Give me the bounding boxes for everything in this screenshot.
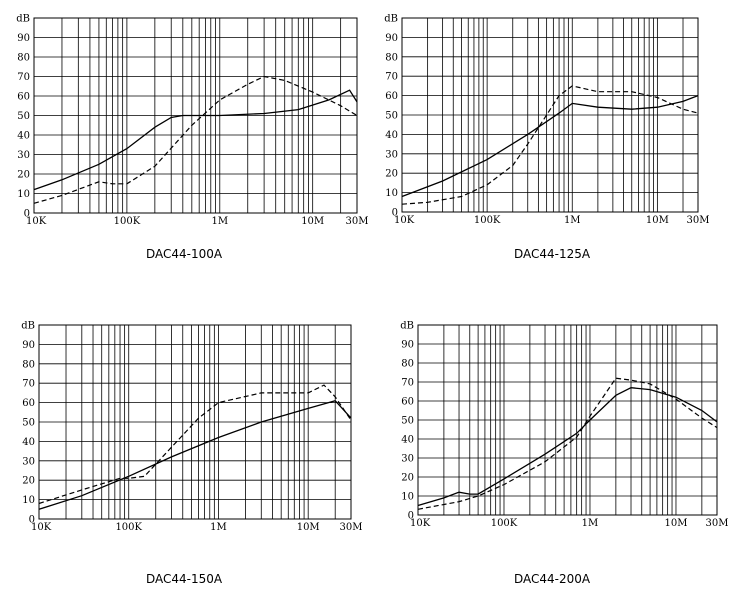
y-tick-label: 70 — [22, 379, 35, 390]
x-tick-label: 10K — [410, 518, 431, 529]
y-tick-label: 20 — [22, 476, 35, 487]
chart-panel-dac44-100a: 0 10 20 30 40 50 60 70 80 90 dB 10K 100K 1M 10M 30M DAC… — [0, 0, 368, 300]
y-tick-label: 80 — [22, 359, 35, 370]
y-tick-label: 0 — [29, 515, 35, 526]
x-tick-label: 10M — [301, 216, 324, 227]
y-axis-label: dB — [400, 321, 414, 332]
x-tick-label: 100K — [474, 215, 501, 226]
y-tick-label: 10 — [22, 495, 35, 506]
series-line-dashed — [401, 85, 699, 205]
x-tick-label: 1M — [564, 215, 581, 226]
y-tick-label: 0 — [24, 209, 30, 220]
y-tick-label: 20 — [385, 169, 398, 180]
y-tick-label: 80 — [401, 359, 414, 370]
series-line-dashed — [38, 384, 352, 505]
series-line-solid — [401, 94, 699, 198]
y-tick-label: 50 — [401, 416, 414, 427]
chart-svg-dac44-150a: 0 10 20 30 40 50 60 70 80 90 dB 10K 100K 1M 10M 30M — [21, 321, 363, 534]
series-line-dashed — [417, 377, 718, 510]
chart-panel-dac44-150a: 0 10 20 30 40 50 60 70 80 90 dB 10K 100K 1M 10M 30M DAC… — [0, 299, 368, 599]
y-tick-label: 30 — [385, 149, 398, 160]
chart-svg-dac44-125a: 0 10 20 30 40 50 60 70 80 90 dB 10K 100K 1M 10M 30M — [384, 14, 710, 227]
y-tick-label: 40 — [401, 435, 414, 446]
series-line-solid — [33, 89, 358, 191]
x-tick-label: 100K — [491, 518, 518, 529]
x-tick-label: 30M — [687, 215, 710, 226]
chart-panel-dac44-200a: 0 10 20 30 40 50 60 70 80 90 dB 10K 100K 1M 10M 30M DAC… — [368, 299, 736, 599]
y-tick-label: 90 — [22, 340, 35, 351]
y-tick-label: 30 — [17, 150, 30, 161]
y-tick-label: 20 — [17, 170, 30, 181]
y-tick-label: 20 — [401, 473, 414, 484]
y-tick-label: 90 — [385, 33, 398, 44]
y-tick-label: 30 — [22, 456, 35, 467]
y-tick-label: 0 — [408, 511, 414, 522]
x-tick-label: 10K — [26, 216, 47, 227]
y-tick-label: 80 — [385, 52, 398, 63]
plot-frame — [33, 17, 358, 214]
series-line-solid — [38, 399, 352, 510]
chart-svg-dac44-100a: 0 10 20 30 40 50 60 70 80 90 dB 10K 100K 1M 10M 30M — [16, 14, 369, 228]
y-tick-label: 40 — [17, 131, 30, 142]
y-axis-label: dB — [384, 14, 398, 25]
series-line-solid — [417, 387, 718, 507]
x-tick-label: 100K — [114, 216, 141, 227]
x-tick-label: 30M — [346, 216, 369, 227]
y-tick-label: 10 — [385, 188, 398, 199]
chart-caption: DAC44-200A — [513, 572, 591, 586]
y-tick-label: 60 — [385, 91, 398, 102]
y-tick-label: 70 — [17, 72, 30, 83]
x-tick-label: 100K — [115, 522, 142, 533]
y-tick-label: 30 — [401, 454, 414, 465]
chart-caption: DAC44-125A — [513, 247, 591, 261]
y-tick-label: 60 — [17, 92, 30, 103]
chart-svg-dac44-200a: 0 10 20 30 40 50 60 70 80 90 dB 10K 100K 1M 10M 30M — [400, 321, 729, 530]
x-tick-label: 30M — [706, 518, 729, 529]
y-tick-label: 70 — [401, 378, 414, 389]
y-tick-label: 50 — [22, 418, 35, 429]
y-tick-label: 50 — [385, 111, 398, 122]
y-axis-label: dB — [16, 14, 30, 25]
x-tick-label: 10K — [394, 215, 415, 226]
y-tick-label: 80 — [17, 53, 30, 64]
chart-caption: DAC44-100A — [145, 247, 223, 261]
y-tick-label: 10 — [401, 492, 414, 503]
plot-frame — [38, 324, 352, 520]
series-line-dashed — [33, 75, 358, 204]
y-tick-label: 0 — [392, 208, 398, 219]
y-tick-label: 60 — [401, 397, 414, 408]
x-tick-label: 10M — [646, 215, 669, 226]
y-tick-label: 40 — [22, 437, 35, 448]
y-tick-label: 40 — [385, 130, 398, 141]
x-tick-label: 10K — [31, 522, 52, 533]
x-tick-label: 30M — [340, 522, 363, 533]
plot-frame — [401, 17, 699, 213]
x-tick-label: 10M — [297, 522, 320, 533]
plot-frame — [417, 324, 718, 516]
y-tick-label: 10 — [17, 189, 30, 200]
y-tick-label: 90 — [17, 33, 30, 44]
x-tick-label: 1M — [211, 216, 228, 227]
x-tick-label: 10M — [664, 518, 687, 529]
y-tick-label: 90 — [401, 340, 414, 351]
x-tick-label: 1M — [210, 522, 227, 533]
y-tick-label: 60 — [22, 398, 35, 409]
y-tick-label: 50 — [17, 111, 30, 122]
y-axis-label: dB — [21, 321, 35, 332]
chart-panel-dac44-125a: 0 10 20 30 40 50 60 70 80 90 dB 10K 100K 1M 10M 30M DAC… — [368, 0, 736, 300]
chart-caption: DAC44-150A — [145, 572, 223, 586]
y-tick-label: 70 — [385, 72, 398, 83]
x-tick-label: 1M — [582, 518, 599, 529]
